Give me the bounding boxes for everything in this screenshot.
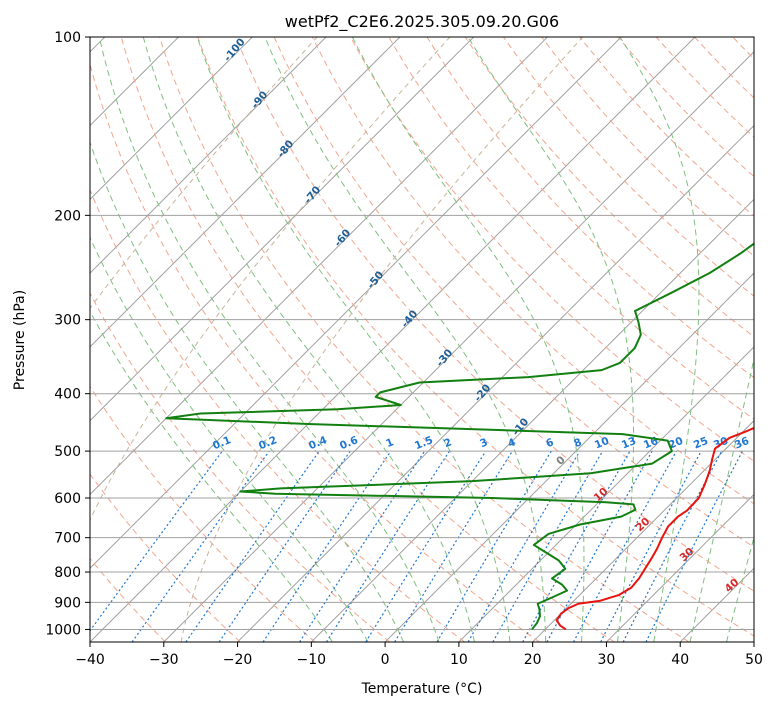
x-axis-title: Temperature (°C) xyxy=(361,681,483,697)
mixing-ratio-label: 6 xyxy=(544,436,555,450)
dry-adiabat-line xyxy=(273,37,754,548)
moist-adiabat-line xyxy=(351,37,585,642)
x-axis: −40 −30 −20 −10 0 10 20 30 40 50 xyxy=(75,642,763,668)
dry-adiabat-line xyxy=(426,37,754,379)
x-tick-label: −20 xyxy=(223,652,253,668)
mixing-ratio-line xyxy=(131,450,270,642)
x-tick-label: 20 xyxy=(524,652,542,668)
y-tick-label: 200 xyxy=(54,208,81,224)
mixing-ratio-label: 10 xyxy=(593,435,611,452)
moist-adiabat-line xyxy=(264,37,547,642)
x-tick-label: 30 xyxy=(598,652,616,668)
dry-adiabat-line xyxy=(120,37,615,642)
pressure-gridlines xyxy=(90,37,754,630)
isotherm-line xyxy=(606,493,754,642)
plot-frame xyxy=(89,36,755,643)
mixing-ratio-line xyxy=(325,450,450,642)
mixing-ratio-label: 4 xyxy=(506,436,517,450)
mixing-ratio-line xyxy=(299,450,426,642)
mixing-ratio-label: 1 xyxy=(384,436,395,450)
moist-adiabat-line xyxy=(98,37,440,642)
isotherm-line xyxy=(90,37,475,422)
mixing-ratio-line xyxy=(467,450,581,642)
dry-adiabat-line xyxy=(350,37,754,462)
y-tick-label: 100 xyxy=(54,30,81,46)
dry-adiabat-line xyxy=(90,188,465,642)
y-tick-label: 400 xyxy=(54,387,81,403)
y-tick-label: 600 xyxy=(54,491,81,507)
x-tick-label: 0 xyxy=(381,652,390,668)
dry-adiabat-line xyxy=(388,37,754,420)
decorative-curve xyxy=(90,37,451,522)
dry-adiabat-line xyxy=(90,473,241,642)
decorative-curve xyxy=(180,37,584,642)
y-tick-label: 1000 xyxy=(45,622,81,638)
x-tick-label: 50 xyxy=(745,652,763,668)
mixing-ratio-line xyxy=(436,450,552,642)
y-tick-label: 300 xyxy=(54,313,81,329)
x-tick-label: −30 xyxy=(149,652,179,668)
series-lines xyxy=(165,242,754,631)
y-axis: 100 200 300 400 500 600 700 800 900 1000 xyxy=(45,30,90,638)
moist-adiabat-line xyxy=(196,37,511,642)
isotherm-line xyxy=(90,37,548,496)
dry-adiabat-line xyxy=(90,292,391,642)
mixing-ratio-line xyxy=(394,450,513,642)
x-tick-label: −10 xyxy=(297,652,327,668)
dewpoint-line xyxy=(165,242,754,631)
mixing-ratio-label: 2 xyxy=(442,436,453,450)
mixing-ratio-line xyxy=(622,450,723,642)
x-tick-label: −40 xyxy=(75,652,105,668)
dry-adiabat-line xyxy=(197,37,754,637)
dry-adiabat-line xyxy=(90,62,540,642)
y-tick-label: 900 xyxy=(54,595,81,611)
mixing-ratio-label: 13 xyxy=(620,435,638,452)
x-tick-label: 40 xyxy=(671,652,689,668)
temperature-line xyxy=(555,426,754,631)
dry-adiabat-line xyxy=(503,37,754,297)
isotherm-line xyxy=(458,346,754,642)
background-lines xyxy=(90,37,754,642)
x-tick-label: 10 xyxy=(450,652,468,668)
mixing-ratio-line xyxy=(645,450,744,642)
chart-title: wetPf2_C2E6.2025.305.09.20.G06 xyxy=(285,12,559,32)
moist-adiabat-line xyxy=(90,310,333,642)
isotherm-line xyxy=(237,124,754,642)
moist-adiabat-line xyxy=(142,37,475,642)
dry-adiabat-line xyxy=(464,37,754,338)
moist-adiabat-line xyxy=(619,37,700,642)
y-tick-label: 500 xyxy=(54,444,81,460)
isotherm-line xyxy=(90,37,401,348)
moist-adiabat-line xyxy=(689,356,754,642)
mixing-ratio-line xyxy=(365,450,487,642)
mixing-ratio-line xyxy=(218,450,351,642)
dry-adiabat-line xyxy=(311,37,754,505)
isotherm-line xyxy=(90,37,696,642)
isotherm-line xyxy=(679,567,754,642)
y-tick-label: 700 xyxy=(54,531,81,547)
moist-adiabat-line xyxy=(726,535,754,642)
mixing-ratio-label: 25 xyxy=(692,435,710,452)
y-axis-title: Pressure (hPa) xyxy=(12,290,28,390)
mixing-ratio-label: 36 xyxy=(733,435,751,452)
isotherm-line xyxy=(90,37,622,569)
dry-adiabat-line xyxy=(159,37,690,642)
y-tick-label: 800 xyxy=(54,565,81,581)
mixing-ratio-line xyxy=(185,450,320,642)
mixing-ratio-line xyxy=(573,450,677,642)
mixing-ratio-line xyxy=(546,450,653,642)
isotherm-line xyxy=(532,419,754,642)
dry-adiabat-line xyxy=(90,385,316,642)
mixing-ratio-label: 3 xyxy=(478,436,489,450)
mixing-ratio-label: 8 xyxy=(572,436,583,450)
moist-adiabat-line xyxy=(90,236,369,642)
dry-adiabat-line xyxy=(235,37,754,592)
